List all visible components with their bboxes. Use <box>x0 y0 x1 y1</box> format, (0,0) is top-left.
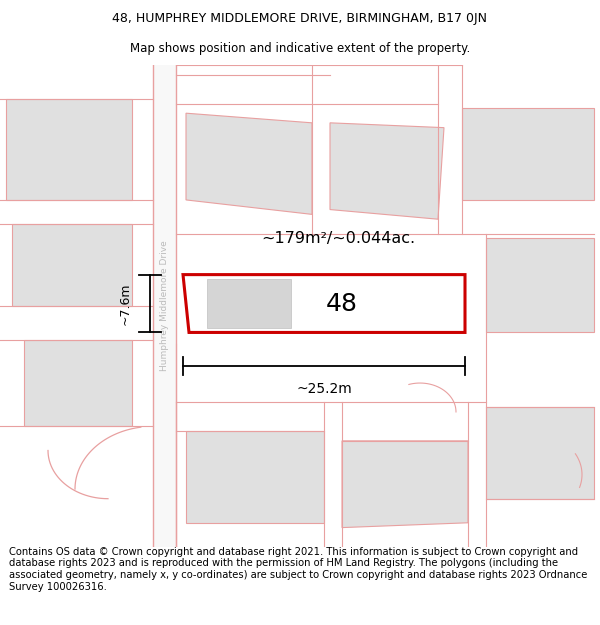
Polygon shape <box>12 224 132 306</box>
Polygon shape <box>486 239 594 332</box>
Polygon shape <box>486 407 594 499</box>
Text: Map shows position and indicative extent of the property.: Map shows position and indicative extent… <box>130 42 470 55</box>
Polygon shape <box>153 65 176 547</box>
Text: 48: 48 <box>326 291 358 316</box>
Text: 48, HUMPHREY MIDDLEMORE DRIVE, BIRMINGHAM, B17 0JN: 48, HUMPHREY MIDDLEMORE DRIVE, BIRMINGHA… <box>113 12 487 25</box>
Polygon shape <box>462 108 594 200</box>
Text: ~25.2m: ~25.2m <box>296 382 352 396</box>
Polygon shape <box>342 441 468 528</box>
Polygon shape <box>186 113 312 214</box>
Polygon shape <box>183 274 465 332</box>
Polygon shape <box>330 123 444 219</box>
Text: Humphrey Middlemore Drive: Humphrey Middlemore Drive <box>160 241 169 371</box>
Polygon shape <box>186 431 324 522</box>
Text: ~179m²/~0.044ac.: ~179m²/~0.044ac. <box>261 231 415 246</box>
Polygon shape <box>24 339 132 426</box>
Polygon shape <box>6 99 132 200</box>
Text: ~7.6m: ~7.6m <box>118 282 131 325</box>
Polygon shape <box>207 279 291 328</box>
Text: Contains OS data © Crown copyright and database right 2021. This information is : Contains OS data © Crown copyright and d… <box>9 547 587 592</box>
